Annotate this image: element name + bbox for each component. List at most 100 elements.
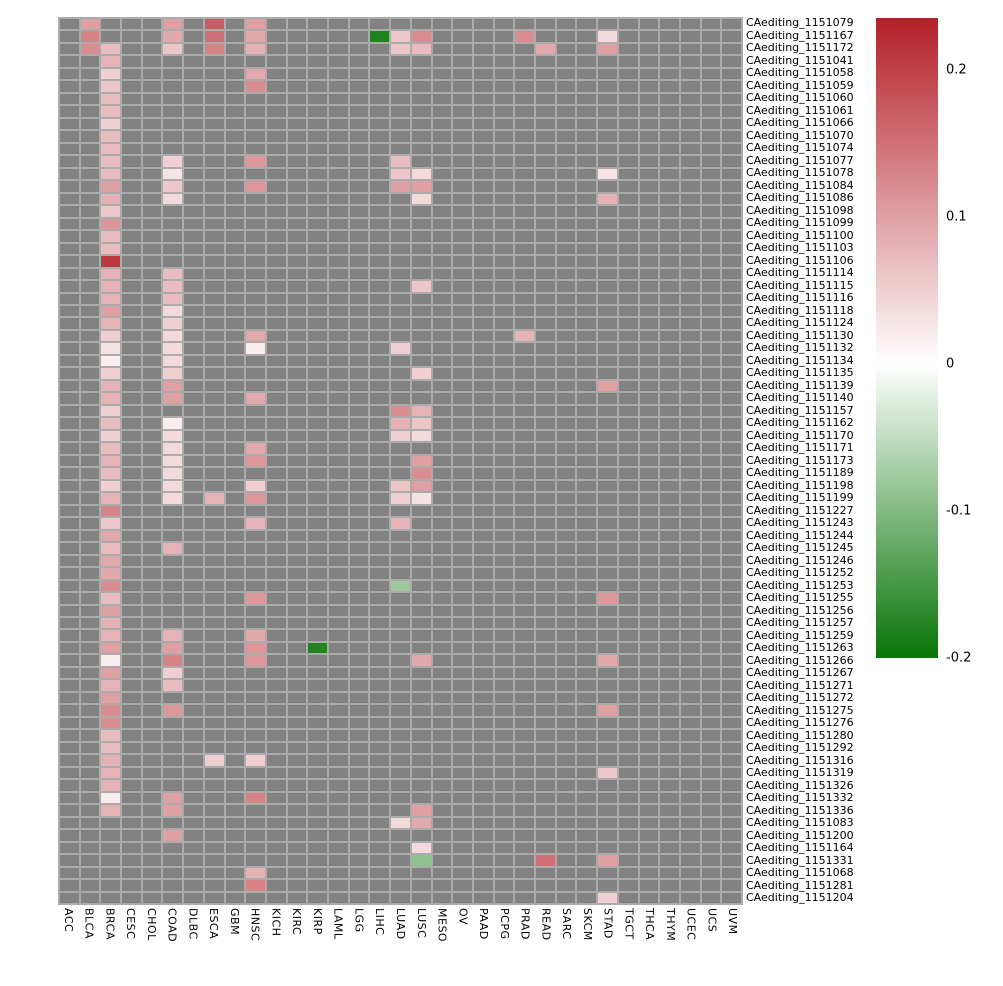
heatmap-cell — [494, 805, 514, 816]
heatmap-cell — [370, 755, 390, 766]
heatmap-cell — [204, 193, 224, 205]
heatmap-cell — [494, 580, 514, 592]
heatmap-cell — [184, 56, 203, 67]
heatmap-cell — [370, 817, 390, 829]
heatmap-cell — [618, 143, 638, 155]
heatmap-cell — [246, 792, 265, 804]
heatmap-cell — [122, 56, 141, 67]
heatmap-cell — [453, 892, 472, 903]
heatmap-cell — [80, 418, 100, 429]
heatmap-cell — [618, 343, 638, 354]
heatmap-cell — [184, 368, 203, 379]
heatmap-cell — [473, 343, 493, 354]
heatmap-cell — [60, 243, 79, 255]
heatmap-cell — [494, 393, 514, 404]
heatmap-cell — [266, 742, 286, 754]
heatmap-cell — [515, 418, 535, 429]
heatmap-cell — [287, 43, 307, 55]
heatmap-cell — [287, 318, 307, 329]
heatmap-cell — [411, 405, 431, 417]
heatmap-cell — [101, 318, 121, 329]
heatmap-cell — [122, 318, 141, 329]
heatmap-cell — [204, 880, 224, 891]
column-label: LAML — [331, 908, 345, 940]
heatmap-cell — [122, 380, 141, 392]
heatmap-cell — [246, 593, 265, 604]
heatmap-cell — [515, 206, 535, 217]
heatmap-cell — [163, 56, 183, 67]
heatmap-cell — [536, 880, 555, 891]
heatmap-cell — [184, 543, 203, 554]
heatmap-cell — [391, 842, 410, 854]
heatmap-cell — [308, 143, 328, 155]
heatmap-cell — [246, 880, 265, 891]
heatmap-cell — [163, 505, 183, 517]
heatmap-cell — [329, 705, 348, 716]
heatmap-cell — [308, 518, 328, 529]
heatmap-cell — [453, 281, 472, 292]
heatmap-cell — [60, 892, 79, 903]
heatmap-cell — [101, 181, 121, 192]
heatmap-cell — [639, 630, 659, 641]
heatmap-cell — [80, 43, 100, 55]
heatmap-cell — [101, 118, 121, 130]
heatmap-cell — [556, 268, 576, 280]
heatmap-cell — [598, 93, 617, 105]
heatmap-cell — [308, 131, 328, 142]
heatmap-cell — [287, 730, 307, 741]
heatmap-cell — [308, 330, 328, 342]
heatmap-cell — [225, 156, 245, 167]
heatmap-cell — [142, 156, 162, 167]
heatmap-cell — [411, 630, 431, 641]
column-label: PCPG — [497, 908, 511, 940]
heatmap-cell — [680, 455, 700, 467]
row-label: CAediting_1151086 — [746, 191, 854, 204]
heatmap-cell — [142, 780, 162, 791]
heatmap-cell — [411, 343, 431, 354]
heatmap-cell — [101, 730, 121, 741]
heatmap-cell — [204, 131, 224, 142]
heatmap-cell — [184, 655, 203, 666]
heatmap-cell — [722, 817, 741, 829]
heatmap-cell — [639, 805, 659, 816]
heatmap-cell — [246, 655, 265, 666]
heatmap-cell — [142, 355, 162, 367]
heatmap-cell — [494, 106, 514, 117]
heatmap-cell — [536, 393, 555, 404]
heatmap-cell — [536, 281, 555, 292]
heatmap-cell — [225, 231, 245, 242]
heatmap-cell — [142, 318, 162, 329]
heatmap-cell — [680, 842, 700, 854]
heatmap-cell — [680, 418, 700, 429]
heatmap-cell — [639, 468, 659, 479]
row-label: CAediting_1151116 — [746, 291, 854, 304]
column-label: SARC — [560, 908, 574, 940]
heatmap-cell — [184, 730, 203, 741]
heatmap-cell — [266, 355, 286, 367]
heatmap-cell — [349, 281, 369, 292]
heatmap-cell — [618, 692, 638, 704]
heatmap-cell — [473, 805, 493, 816]
heatmap-cell — [453, 617, 472, 629]
heatmap-cell — [660, 530, 679, 542]
heatmap-cell — [122, 455, 141, 467]
heatmap-cell — [453, 830, 472, 841]
heatmap-cell — [101, 156, 121, 167]
heatmap-cell — [370, 19, 390, 30]
heatmap-cell — [225, 530, 245, 542]
heatmap-cell — [515, 518, 535, 529]
column-label: OV — [456, 908, 470, 925]
heatmap-cell — [577, 430, 597, 442]
heatmap-cell — [391, 892, 410, 903]
heatmap-cell — [411, 730, 431, 741]
heatmap-cell — [370, 68, 390, 80]
heatmap-cell — [225, 93, 245, 105]
heatmap-cell — [225, 830, 245, 841]
heatmap-cell — [204, 780, 224, 791]
heatmap-cell — [639, 780, 659, 791]
heatmap-cell — [432, 617, 452, 629]
heatmap-cell — [266, 530, 286, 542]
heatmap-cell — [432, 605, 452, 616]
heatmap-cell — [349, 767, 369, 779]
heatmap-cell — [225, 468, 245, 479]
